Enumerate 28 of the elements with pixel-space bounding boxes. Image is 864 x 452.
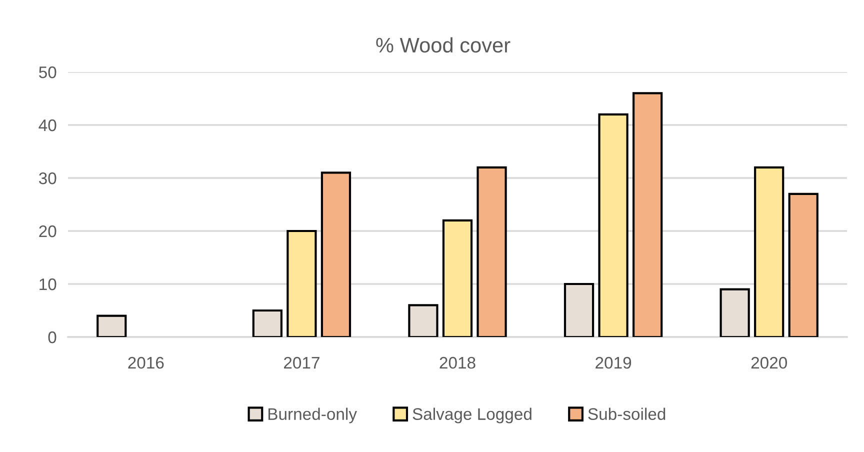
- bar: [320, 172, 352, 337]
- y-tick-label: 20: [39, 225, 56, 238]
- legend-label: Burned-only: [268, 408, 357, 424]
- bar: [564, 282, 594, 337]
- bar: [252, 309, 282, 337]
- bar: [754, 166, 784, 337]
- bar: [788, 192, 818, 337]
- x-tick-label: 2018: [440, 356, 476, 369]
- bar: [442, 219, 473, 337]
- bar: [408, 304, 438, 337]
- y-tick-label: 30: [38, 172, 56, 184]
- x-tick-label: 2020: [751, 356, 787, 369]
- bar: [476, 166, 507, 337]
- bar: [96, 314, 127, 337]
- bar: [632, 92, 663, 337]
- x-tick-label: 2016: [128, 356, 164, 369]
- y-tick-label: 40: [38, 119, 56, 132]
- x-tick-label: 2017: [284, 356, 320, 369]
- y-tick-label: 50: [39, 66, 56, 78]
- legend-label: Salvage Logged: [412, 408, 532, 424]
- y-tick-label: 0: [48, 331, 56, 344]
- x-tick-label: 2019: [596, 356, 632, 369]
- bar: [720, 288, 750, 337]
- y-tick-label: 10: [40, 278, 56, 290]
- chart-title: % Wood cover: [376, 37, 510, 53]
- legend-label: Sub-soiled: [588, 408, 666, 420]
- bar: [598, 113, 628, 337]
- bar: [286, 230, 317, 337]
